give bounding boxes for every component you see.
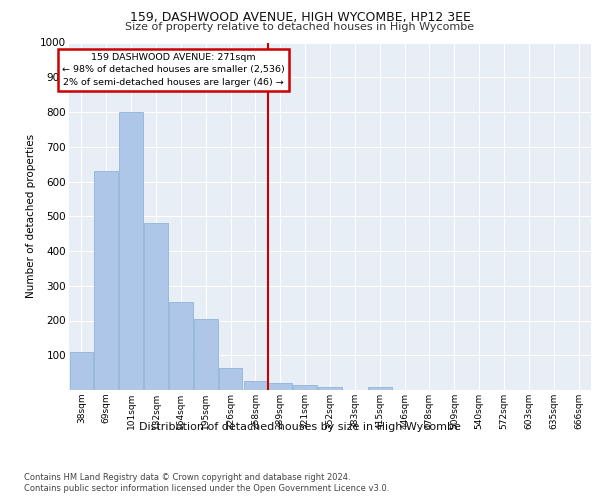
Y-axis label: Number of detached properties: Number of detached properties: [26, 134, 36, 298]
Text: 159 DASHWOOD AVENUE: 271sqm
← 98% of detached houses are smaller (2,536)
2% of s: 159 DASHWOOD AVENUE: 271sqm ← 98% of det…: [62, 53, 285, 87]
Text: Size of property relative to detached houses in High Wycombe: Size of property relative to detached ho…: [125, 22, 475, 32]
Bar: [194, 319, 218, 390]
Text: Contains public sector information licensed under the Open Government Licence v3: Contains public sector information licen…: [24, 484, 389, 493]
Bar: [293, 386, 317, 390]
Bar: [318, 387, 342, 390]
Text: Distribution of detached houses by size in High Wycombe: Distribution of detached houses by size …: [139, 422, 461, 432]
Bar: [144, 223, 168, 390]
Bar: [268, 383, 292, 390]
Bar: [169, 302, 193, 390]
Bar: [119, 112, 143, 390]
Bar: [368, 386, 392, 390]
Bar: [94, 171, 118, 390]
Bar: [244, 382, 267, 390]
Bar: [219, 368, 242, 390]
Text: 159, DASHWOOD AVENUE, HIGH WYCOMBE, HP12 3EE: 159, DASHWOOD AVENUE, HIGH WYCOMBE, HP12…: [130, 11, 470, 24]
Text: Contains HM Land Registry data © Crown copyright and database right 2024.: Contains HM Land Registry data © Crown c…: [24, 472, 350, 482]
Bar: [70, 352, 93, 390]
